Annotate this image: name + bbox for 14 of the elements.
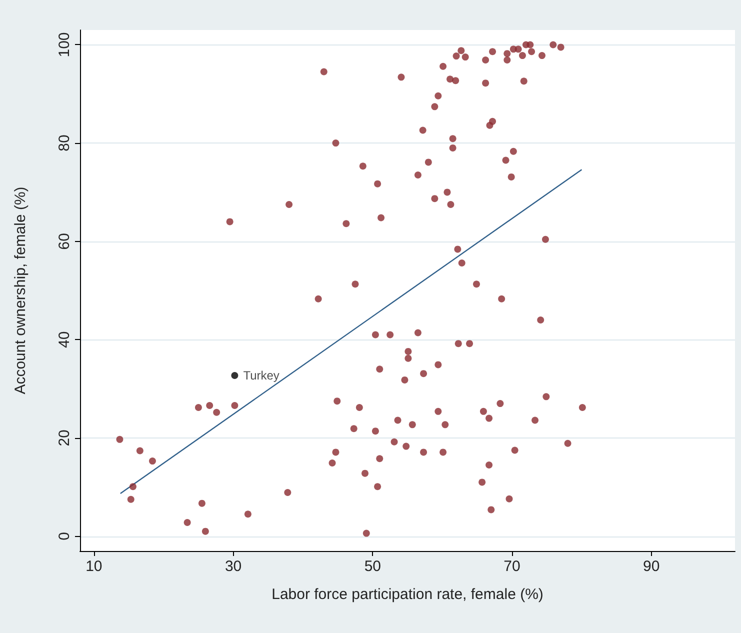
y-tick-label: 100 [56,32,73,58]
x-tick-label: 30 [224,558,242,575]
x-tick-label: 70 [504,558,520,575]
x-tick-label: 90 [643,558,660,575]
y-tick-label: 60 [56,233,73,250]
y-tick-label: 0 [56,532,73,540]
series-label: Turkey [243,368,280,383]
y-tick-label: 20 [56,430,73,446]
y-axis-title: Account ownership, female (%) [12,186,29,394]
x-tick-label: 10 [86,558,102,575]
x-axis-title: Labor force participation rate, female (%) [272,586,544,603]
y-tick-label: 40 [56,331,73,348]
x-tick-label: 50 [364,558,382,575]
y-tick-label: 80 [56,134,73,152]
